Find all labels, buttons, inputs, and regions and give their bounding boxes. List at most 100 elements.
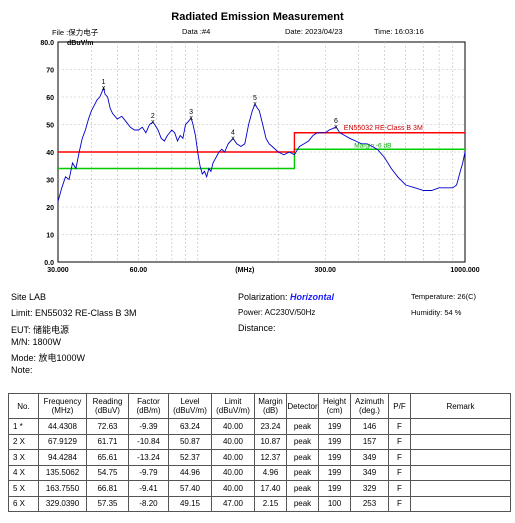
data-label: Data :#4 — [182, 27, 211, 36]
table-header-cell: Reading (dBuV) — [86, 393, 129, 419]
table-cell: 67.9129 — [38, 433, 87, 450]
table-header-cell: Limit (dBuV/m) — [211, 393, 255, 419]
table-cell: peak — [286, 480, 319, 497]
table-cell: 135.5062 — [38, 464, 87, 481]
table-cell: 72.63 — [86, 418, 129, 435]
table-cell: 40.00 — [211, 464, 255, 481]
table-cell: -9.41 — [128, 480, 169, 497]
margin-line-label: Margin -6 dB — [354, 142, 391, 149]
site-label: Site LAB — [11, 292, 47, 302]
table-cell: 57.35 — [86, 495, 129, 512]
table-header-cell: Level (dBuV/m) — [168, 393, 212, 419]
margin-line — [58, 148, 465, 170]
y-tick-label: 60 — [46, 95, 54, 102]
table-cell: 54.75 — [86, 464, 129, 481]
table-cell: -10.84 — [128, 433, 169, 450]
table-cell: 66.81 — [86, 480, 129, 497]
table-cell: 146 — [350, 418, 389, 435]
peak-marker-label: 2 — [151, 113, 155, 120]
limit-label: Limit: EN55032 RE-Class B 3M — [11, 308, 137, 318]
table-cell: 52.37 — [168, 449, 212, 466]
table-cell: 199 — [318, 464, 351, 481]
peak-marker-label: 3 — [189, 109, 193, 116]
table-row: 1 * 44.4308 72.63 -9.39 63.24 40.00 23.24 peak 1… — [8, 418, 511, 435]
limit-line — [58, 132, 465, 153]
emission-trace — [57, 86, 466, 202]
peak-marker: x — [102, 85, 106, 92]
model-label: M/N: 1800W — [11, 337, 62, 347]
x-tick-label: (MHz) — [235, 267, 254, 274]
table-cell: F — [388, 480, 411, 497]
polarization-value: Horizontal — [290, 292, 335, 302]
table-cell: F — [388, 418, 411, 435]
results-table: No. Frequency (MHz) Reading (dBuV) Factor (dB/… — [8, 393, 511, 512]
y-tick-label: 80.0 — [40, 40, 54, 47]
table-cell: 5 X — [8, 480, 39, 497]
table-cell: 44.96 — [168, 464, 212, 481]
table-cell: 163.7550 — [38, 480, 87, 497]
table-cell: 253 — [350, 495, 389, 512]
table-cell: 199 — [318, 418, 351, 435]
table-cell — [410, 464, 511, 481]
table-cell — [410, 449, 511, 466]
eut-label: EUT: 储能电源 — [11, 325, 70, 335]
peak-marker: x — [231, 135, 235, 142]
table-header-cell: Margin (dB) — [254, 393, 287, 419]
peak-marker: x — [253, 101, 257, 108]
peak-marker-label: 5 — [253, 95, 257, 102]
table-cell: F — [388, 433, 411, 450]
peak-marker-label: 6 — [334, 118, 338, 125]
table-cell: 65.61 — [86, 449, 129, 466]
temperature-label: Temperature: 26(C) — [411, 292, 477, 301]
table-header-cell: Detector — [286, 393, 319, 419]
table-header-row: No. Frequency (MHz) Reading (dBuV) Factor (dB/… — [8, 393, 511, 419]
table-cell: -13.24 — [128, 449, 169, 466]
x-tick-label: 300.00 — [315, 267, 337, 274]
report-title: Radiated Emission Measurement — [171, 11, 344, 23]
limit-line-label: EN55032 RE-Class B 3M — [344, 125, 423, 132]
table-cell: 199 — [318, 433, 351, 450]
table-row: 4 X 135.5062 54.75 -9.79 44.96 40.00 4.96 peak 1… — [8, 464, 511, 481]
table-cell: F — [388, 464, 411, 481]
table-cell: 4 X — [8, 464, 39, 481]
table-header-cell: Factor (dB/m) — [128, 393, 169, 419]
table-body: 1 * 44.4308 72.63 -9.39 63.24 40.00 23.24 peak 1… — [8, 418, 511, 512]
table-cell: 40.00 — [211, 433, 255, 450]
table-cell: peak — [286, 418, 319, 435]
table-cell: 6 X — [8, 495, 39, 512]
table-cell: 1 * — [8, 418, 39, 435]
y-axis-label: dBuV/m — [67, 40, 93, 47]
table-cell: 47.00 — [211, 495, 255, 512]
table-cell: peak — [286, 433, 319, 450]
table-cell: 94.4284 — [38, 449, 87, 466]
table-cell: 63.24 — [168, 418, 212, 435]
table-header-cell: Height (cm) — [318, 393, 351, 419]
x-tick-label: 1000.000 — [450, 267, 479, 274]
table-header-cell: Remark — [410, 393, 511, 419]
humidity-label: Humidity: 54 % — [411, 308, 462, 317]
y-tick-label: 40 — [46, 150, 54, 157]
table-header-cell: P/F — [388, 393, 411, 419]
y-tick-label: 20 — [46, 205, 54, 212]
peak-marker: x — [189, 115, 193, 122]
table-cell: -9.39 — [128, 418, 169, 435]
table-cell: peak — [286, 464, 319, 481]
y-tick-label: 0.0 — [44, 260, 54, 267]
peak-marker-label: 1 — [102, 79, 106, 86]
table-cell: 4.96 — [254, 464, 287, 481]
table-row: 3 X 94.4284 65.61 -13.24 52.37 40.00 12.37 peak… — [8, 449, 511, 466]
table-cell: 61.71 — [86, 433, 129, 450]
table-cell: 10.87 — [254, 433, 287, 450]
table-cell — [410, 433, 511, 450]
table-row: 6 X 329.0390 57.35 -8.20 49.15 47.00 2.15 peak 1… — [8, 495, 511, 512]
y-tick-label: 70 — [46, 68, 54, 75]
table-cell: 329 — [350, 480, 389, 497]
table-cell: F — [388, 495, 411, 512]
table-cell: 40.00 — [211, 418, 255, 435]
peak-marker: x — [151, 119, 155, 126]
table-cell — [410, 480, 511, 497]
table-cell: 349 — [350, 464, 389, 481]
x-tick-label: 30.000 — [47, 267, 69, 274]
table-cell: 329.0390 — [38, 495, 87, 512]
table-row: 5 X 163.7550 66.81 -9.41 57.40 40.00 17.40 peak… — [8, 480, 511, 497]
